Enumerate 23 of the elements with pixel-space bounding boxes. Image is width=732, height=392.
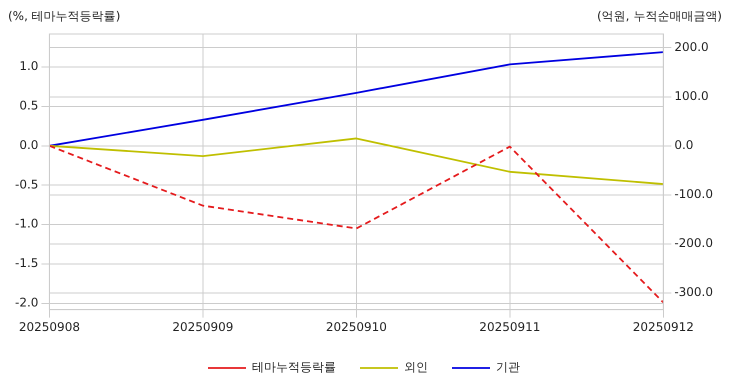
x-tick-label: 20250909 [172,320,234,334]
y2-tick-label: -200.0 [674,236,714,250]
y-tick-label: 0.5 [19,98,38,113]
legend-label: 테마누적등락률 [252,360,336,374]
y2-tick-label: -100.0 [674,186,714,201]
legend-label: 기관 [496,360,520,374]
x-tick-label: 20250908 [18,320,80,334]
x-tick-label: 20250911 [479,320,540,334]
y-tick-label: -1.0 [14,216,38,231]
y-axis-title: (%, 테마누적등락률) [8,8,120,25]
x-tick-label: 20250910 [326,320,387,334]
y2-axis-title: (억원, 누적순매매금액) [597,8,722,25]
x-tick-label: 20250912 [632,320,694,334]
y-tick-label: -1.5 [14,256,38,270]
y2-tick-label: 100.0 [674,88,709,103]
y2-tick-label: 0.0 [674,138,694,152]
y-tick-label: 0.0 [19,138,38,152]
y2-tick-label: -300.0 [674,285,714,300]
legend-label: 외인 [404,360,428,374]
y-tick-label: -0.5 [14,177,38,192]
y2-tick-label: 200.0 [674,40,709,54]
y-tick-label: -2.0 [14,295,38,310]
y-tick-label: 1.0 [19,59,38,74]
